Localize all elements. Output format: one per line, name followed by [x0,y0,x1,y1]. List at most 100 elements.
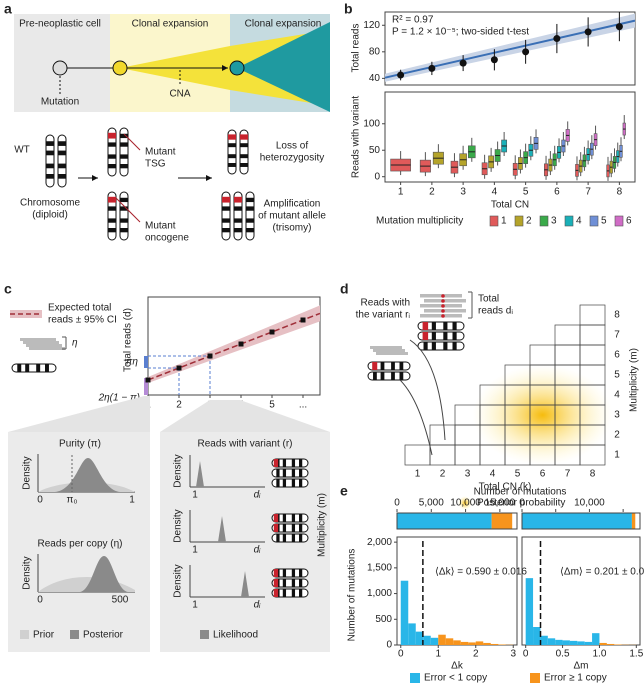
mutant-band [372,362,378,370]
x-tick-label: 5 [523,187,529,198]
band [246,206,254,211]
tick-label: 500 [112,595,129,606]
y-tick-label: 1,500 [367,562,392,573]
mutant-band [222,196,230,203]
read [373,349,405,352]
band [120,197,128,203]
hist-bar [468,642,476,645]
hist-bar [423,635,431,645]
tick-label: dᵢ [254,600,262,611]
band [380,372,385,380]
grid-cell [529,344,556,366]
band [222,218,230,223]
band [443,322,448,330]
mutant-band [108,196,116,203]
read [29,347,65,350]
band [108,206,116,211]
axis-title: Density [173,509,184,542]
mutant-band [240,134,248,140]
stage-title: Pre-neoplastic cell [19,19,101,30]
annotation: ⟨Δm⟩ = 0.201 ± 0.007 [560,567,644,578]
band [380,362,385,370]
x-tick-label: 2 [473,649,479,660]
band [120,154,128,159]
band [120,142,128,147]
band [120,164,128,169]
grid-cell [579,324,606,346]
y-tick-label: 0 [386,640,392,651]
grid-cell [554,344,581,366]
y-tick-label: 6 [614,350,620,361]
x-tick-label: 5 [515,469,521,480]
mean-point [584,28,592,36]
hist-bar [614,644,622,645]
label: Reads with [361,298,410,309]
axis-title: Density [173,454,184,487]
label: η [72,338,78,349]
tick-label: 1 [129,495,135,506]
panel-label: d [340,281,349,297]
axis-title: Total CN [491,200,529,211]
band [399,372,404,380]
legend-swatch [614,215,624,227]
total-bar [631,513,636,529]
mutant-band [422,332,429,340]
inset-title: Reads with variant (r) [197,439,292,450]
band [299,459,303,467]
band [108,164,116,169]
pointer [115,197,141,223]
variant-dot [441,294,445,298]
x-tick-label: 1 [415,469,421,480]
clone-wedge [237,22,330,112]
mutant-band [234,196,242,203]
likelihood [241,571,249,597]
grid-cell [429,444,456,466]
band [299,534,303,542]
inset-panel [8,432,150,652]
axis-title: Density [22,456,33,489]
label: Loss of [276,141,308,152]
band [58,174,66,179]
band [246,197,254,203]
y-tick-label: 1 [614,450,620,461]
mutant-band [273,524,279,532]
legend-label: 5 [601,216,607,227]
connector [399,379,433,456]
hist-bar [483,642,491,645]
band [431,342,436,350]
top-tick-label: 10,000 [450,498,481,509]
band [299,514,303,522]
mean-point [615,23,623,31]
band [228,163,236,167]
posterior-density [80,556,128,592]
mean-point [522,48,530,56]
y-tick-label: 80 [369,46,381,57]
band [58,150,66,156]
band [234,228,242,233]
band [228,154,236,159]
x-tick-label: 1.5 [629,649,643,660]
y-tick-label: 2 [614,430,620,441]
x-tick-label: 8 [617,187,623,198]
band [246,228,254,233]
band [120,218,128,223]
hist-bar [599,642,607,645]
label: TSG [145,159,166,170]
read [370,346,402,349]
intercept-bar [144,378,148,395]
hist-bar [498,644,506,645]
cell [112,60,128,76]
axis-title: Total reads [351,24,362,73]
hist-bar [460,641,469,645]
posterior-density [55,458,120,492]
read [376,352,408,355]
variant-dot [441,304,445,308]
band [46,163,54,169]
cell [52,60,68,76]
pi-eta-bar [144,356,148,368]
band [246,218,254,223]
label: oncogene [145,233,189,244]
hist-bar [584,641,593,645]
band [120,228,128,233]
